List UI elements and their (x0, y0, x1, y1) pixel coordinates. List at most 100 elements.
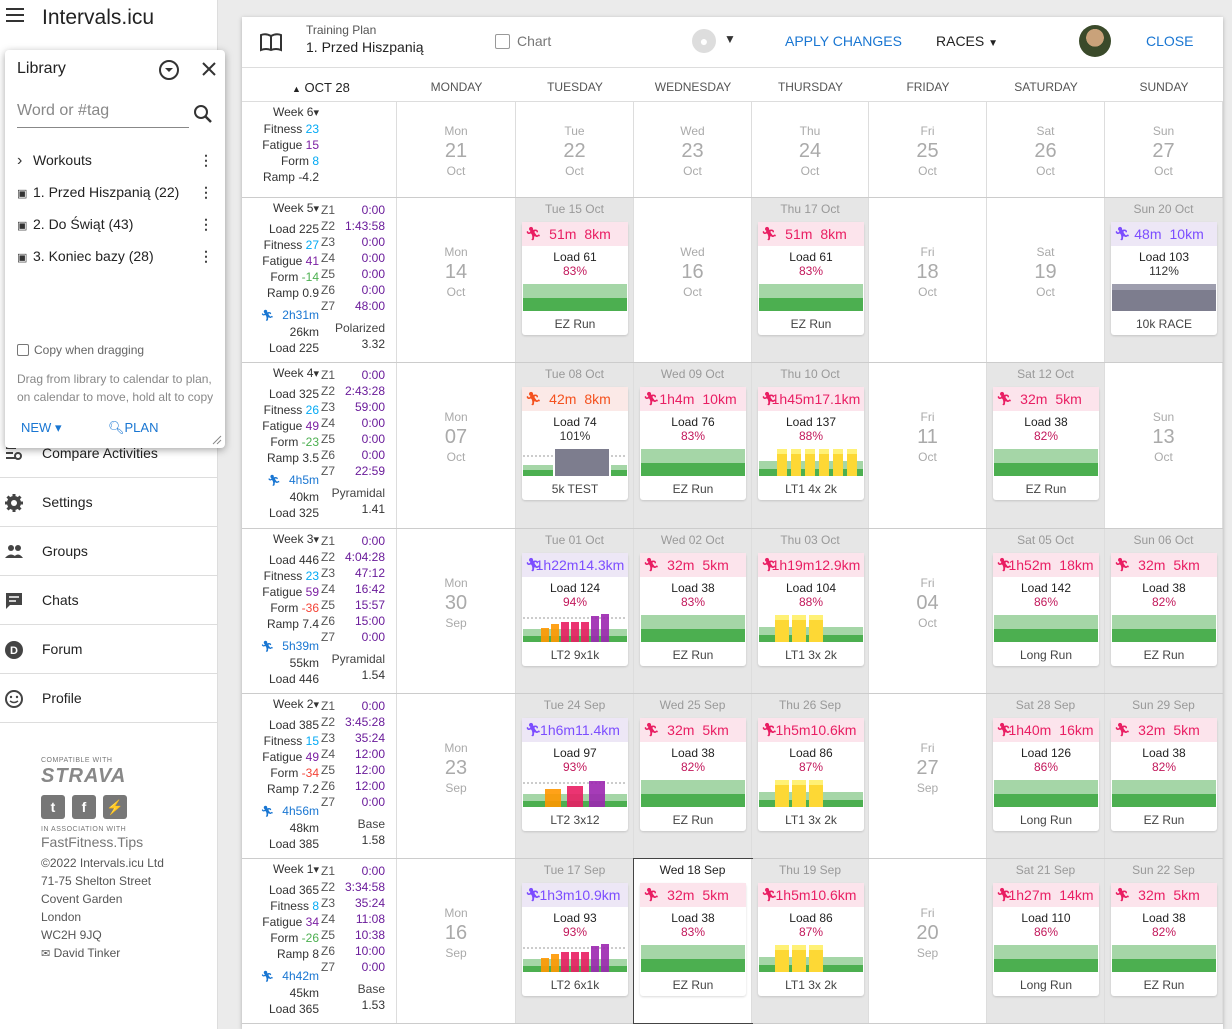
day-cell[interactable]: Sat 26 Oct (987, 102, 1105, 197)
user-avatar[interactable] (1079, 25, 1111, 57)
workout-card[interactable]: 🏃︎ 32m 5km Load 38 82% EZ Run (993, 387, 1099, 500)
new-button[interactable]: NEW ▾ (21, 420, 62, 436)
close-icon[interactable] (201, 61, 217, 77)
close-button[interactable]: CLOSE (1146, 33, 1194, 49)
author-link[interactable]: ✉ David Tinker (41, 944, 164, 963)
fastfitness-link[interactable]: FastFitness.Tips (41, 834, 144, 850)
day-cell[interactable]: Mon 30 Sep (397, 529, 516, 693)
day-cell[interactable]: Sat 28 Sep 🏃︎ 1h40m 16km Load 126 86% Long Run (987, 694, 1105, 858)
day-cell[interactable]: Mon 07 Oct (397, 363, 516, 528)
week-label[interactable]: Week 6▾ (242, 104, 319, 121)
day-cell[interactable]: Sun 29 Sep 🏃︎ 32m 5km Load 38 82% EZ Run (1105, 694, 1223, 858)
day-cell[interactable]: Tue 22 Oct (516, 102, 634, 197)
races-button[interactable]: RACES ▼ (936, 33, 998, 49)
workout-card[interactable]: 🏃︎ 32m 5km Load 38 82% EZ Run (1111, 883, 1217, 996)
workout-card[interactable]: 🏃︎ 32m 5km Load 38 82% EZ Run (1111, 718, 1217, 831)
workout-card[interactable]: 🏃︎ 1h40m 16km Load 126 86% Long Run (993, 718, 1099, 831)
workout-card[interactable]: 🏃︎ 1h27m 14km Load 110 86% Long Run (993, 883, 1099, 996)
date-label[interactable]: ▲ OCT 28 (292, 80, 350, 95)
workout-card[interactable]: 🏃︎ 32m 5km Load 38 82% EZ Run (640, 718, 746, 831)
day-cell[interactable]: Fri 04 Oct (869, 529, 987, 693)
chart-toggle[interactable]: Chart (495, 33, 551, 49)
day-cell[interactable]: Wed 18 Sep 🏃︎ 32m 5km Load 38 83% EZ Run (633, 858, 753, 1024)
workout-card[interactable]: 🏃︎ 1h6m11.4km Load 97 93% LT2 3x12 (522, 718, 628, 831)
day-cell[interactable]: Fri 18 Oct (869, 198, 987, 362)
workout-card[interactable]: 🏃︎ 1h19m12.9km Load 104 88% LT1 3x 2k (758, 553, 864, 666)
day-cell[interactable]: Fri 27 Sep (869, 694, 987, 858)
workout-card[interactable]: 🏃︎ 1h4m 10km Load 76 83% EZ Run (640, 387, 746, 500)
app-title[interactable]: Intervals.icu (42, 6, 155, 29)
library-item[interactable]: › Workouts ⋮ (17, 152, 213, 170)
day-cell[interactable]: Wed 09 Oct 🏃︎ 1h4m 10km Load 76 83% EZ Run (634, 363, 752, 528)
day-cell[interactable]: Thu 17 Oct 🏃︎ 51m 8km Load 61 83% EZ Run (752, 198, 869, 362)
day-cell[interactable]: Sun 13 Oct (1105, 363, 1223, 528)
library-item[interactable]: ▣ 1. Przed Hiszpanią (22) ⋮ (17, 184, 213, 200)
nav-item-forum[interactable]: D Forum (0, 625, 217, 674)
day-cell[interactable]: Tue 17 Sep 🏃︎ 1h3m10.9km Load 93 93% LT2 6x1k (516, 859, 634, 1023)
nav-item-groups[interactable]: Groups (0, 527, 217, 576)
workout-card[interactable]: 🏃︎ 32m 5km Load 38 82% EZ Run (1111, 553, 1217, 666)
more-vert-icon[interactable]: ⋮ (199, 152, 213, 168)
menu-icon[interactable] (6, 8, 24, 22)
day-cell[interactable]: Sat 19 Oct (987, 198, 1105, 362)
workout-card[interactable]: 🏃︎ 42m 8km Load 74 101% 5k TEST (522, 387, 628, 500)
copy-checkbox[interactable] (17, 344, 29, 356)
day-cell[interactable]: Wed 23 Oct (634, 102, 752, 197)
resize-handle-icon[interactable] (212, 435, 222, 445)
facebook-icon[interactable]: f (72, 795, 96, 819)
day-cell[interactable]: Wed 25 Sep 🏃︎ 32m 5km Load 38 82% EZ Run (634, 694, 752, 858)
workout-card[interactable]: 🏃︎ 48m 10km Load 103 112% 10k RACE (1111, 222, 1217, 335)
library-item[interactable]: ▣ 2. Do Świąt (43) ⋮ (17, 216, 213, 232)
day-cell[interactable]: Sat 21 Sep 🏃︎ 1h27m 14km Load 110 86% Long Run (987, 859, 1105, 1023)
week-label[interactable]: Week 5▾ (242, 200, 319, 217)
athlete-avatar[interactable]: ● (692, 29, 716, 53)
workout-card[interactable]: 🏃︎ 1h22m14.3km Load 124 94% LT2 9x1k (522, 553, 628, 666)
workout-card[interactable]: 🏃︎ 1h3m10.9km Load 93 93% LT2 6x1k (522, 883, 628, 996)
day-cell[interactable]: Sun 06 Oct 🏃︎ 32m 5km Load 38 82% EZ Run (1105, 529, 1223, 693)
day-cell[interactable]: Thu 19 Sep 🏃︎ 1h5m10.6km Load 86 87% LT1 3x 2… (752, 859, 869, 1023)
day-cell[interactable]: Fri 11 Oct (869, 363, 987, 528)
library-item[interactable]: ▣ 3. Koniec bazy (28) ⋮ (17, 248, 213, 264)
day-cell[interactable]: Wed 02 Oct 🏃︎ 32m 5km Load 38 83% EZ Run (634, 529, 752, 693)
day-cell[interactable]: Thu 03 Oct 🏃︎ 1h19m12.9km Load 104 88% LT1 3x… (752, 529, 869, 693)
week-label[interactable]: Week 1▾ (242, 861, 319, 878)
chevron-down-icon[interactable]: ▼ (724, 32, 736, 46)
day-cell[interactable]: Sun 22 Sep 🏃︎ 32m 5km Load 38 82% EZ Run (1105, 859, 1223, 1023)
chart-checkbox[interactable] (495, 34, 510, 49)
workout-card[interactable]: 🏃︎ 32m 5km Load 38 83% EZ Run (640, 553, 746, 666)
day-cell[interactable]: Mon 21 Oct (397, 102, 516, 197)
day-cell[interactable]: Mon 14 Oct (397, 198, 516, 362)
workout-card[interactable]: 🏃︎ 51m 8km Load 61 83% EZ Run (522, 222, 628, 335)
day-cell[interactable]: Tue 15 Oct 🏃︎ 51m 8km Load 61 83% EZ Run (516, 198, 634, 362)
twitter-icon[interactable]: t (41, 795, 65, 819)
week-label[interactable]: Week 3▾ (242, 531, 319, 548)
day-cell[interactable]: Fri 20 Sep (869, 859, 987, 1023)
filter-dropdown-icon[interactable] (158, 59, 180, 81)
more-vert-icon[interactable]: ⋮ (199, 248, 213, 264)
nav-item-profile[interactable]: Profile (0, 674, 217, 723)
day-cell[interactable]: Tue 08 Oct 🏃︎ 42m 8km Load 74 101% 5k TEST (516, 363, 634, 528)
strava-icon[interactable]: ⚡ (103, 795, 127, 819)
copy-when-dragging[interactable]: Copy when dragging (17, 343, 144, 357)
nav-item-settings[interactable]: Settings (0, 478, 217, 527)
week-label[interactable]: Week 4▾ (242, 365, 319, 382)
plan-name[interactable]: 1. Przed Hiszpanią (306, 39, 424, 55)
nav-item-chats[interactable]: Chats (0, 576, 217, 625)
day-cell[interactable]: Tue 01 Oct 🏃︎ 1h22m14.3km Load 124 94% LT2 9x… (516, 529, 634, 693)
plan-button[interactable]: 🔍︎PLAN (108, 420, 158, 436)
day-cell[interactable]: Sat 05 Oct 🏃︎ 1h52m 18km Load 142 86% Long Run (987, 529, 1105, 693)
week-label[interactable]: Week 2▾ (242, 696, 319, 713)
workout-card[interactable]: 🏃︎ 1h45m17.1km Load 137 88% LT1 4x 2k (758, 387, 864, 500)
day-cell[interactable]: Mon 16 Sep (397, 859, 516, 1023)
strava-logo[interactable]: STRAVA (41, 765, 127, 787)
workout-card[interactable]: 🏃︎ 51m 8km Load 61 83% EZ Run (758, 222, 864, 335)
workout-card[interactable]: 🏃︎ 1h52m 18km Load 142 86% Long Run (993, 553, 1099, 666)
day-cell[interactable]: Thu 10 Oct 🏃︎ 1h45m17.1km Load 137 88% LT1 4x… (752, 363, 869, 528)
day-cell[interactable]: Sun 27 Oct (1105, 102, 1223, 197)
library-search-input[interactable]: Word or #tag (17, 100, 189, 128)
workout-card[interactable]: 🏃︎ 32m 5km Load 38 83% EZ Run (640, 883, 746, 996)
day-cell[interactable]: Thu 26 Sep 🏃︎ 1h5m10.6km Load 86 87% LT1 3x 2… (752, 694, 869, 858)
day-cell[interactable]: Mon 23 Sep (397, 694, 516, 858)
day-cell[interactable]: Sat 12 Oct 🏃︎ 32m 5km Load 38 82% EZ Run (987, 363, 1105, 528)
more-vert-icon[interactable]: ⋮ (199, 216, 213, 232)
